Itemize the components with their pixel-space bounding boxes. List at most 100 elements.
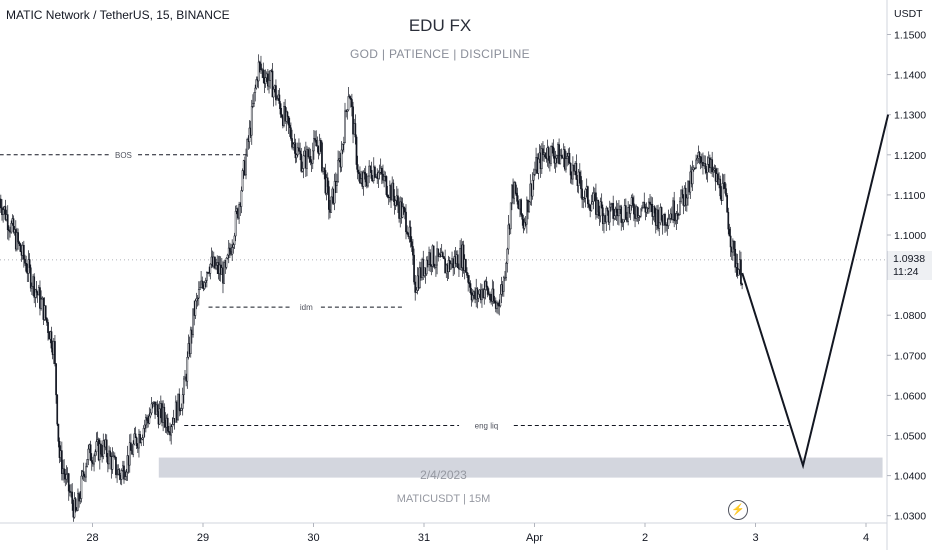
candle-body <box>456 254 459 269</box>
candle-body <box>378 172 381 174</box>
candle-body <box>258 61 261 65</box>
current-price-tag: 1.0938 11:24 <box>887 251 932 280</box>
candle-body <box>633 203 635 215</box>
watermark-subtitle: GOD | PATIENCE | DISCIPLINE <box>350 47 530 61</box>
candle-body <box>392 182 395 197</box>
candle-body <box>620 206 623 223</box>
candle-body <box>201 280 204 286</box>
candle-body <box>287 116 290 126</box>
candle-body <box>555 155 558 159</box>
candle-body <box>645 207 648 213</box>
candle-body <box>383 176 385 181</box>
candle-body <box>462 244 465 271</box>
candle-body <box>82 471 85 476</box>
candle-body <box>737 269 740 276</box>
candle-body <box>414 281 417 293</box>
candle-body <box>597 199 600 213</box>
y-tick-label: 1.1500 <box>894 30 926 42</box>
y-tick-label: 1.1000 <box>894 230 926 242</box>
x-tick-label: 29 <box>197 532 209 544</box>
candle-body <box>245 154 247 176</box>
candle-body <box>578 171 581 177</box>
candle-body <box>639 208 642 217</box>
candle-body <box>229 247 231 252</box>
candle-body <box>552 146 555 157</box>
candle-body <box>28 259 31 269</box>
y-tick-label: 1.0700 <box>894 350 926 362</box>
candle-body <box>260 63 262 70</box>
candle-body <box>497 302 499 306</box>
candle-body <box>349 97 352 100</box>
candle-body <box>158 408 161 425</box>
candle-body <box>409 226 412 242</box>
candle-body <box>326 177 329 187</box>
candle-body <box>17 232 19 243</box>
candle-body <box>560 154 563 157</box>
candle-body <box>723 182 726 189</box>
candle-body <box>226 254 229 259</box>
candle-body <box>111 456 114 470</box>
candle-body <box>704 163 707 170</box>
candle-body <box>255 79 258 89</box>
candle-body <box>275 85 277 101</box>
candle-body <box>624 205 627 218</box>
candle-body <box>606 207 609 212</box>
candle-body <box>721 183 724 201</box>
candle-body <box>254 87 257 94</box>
candle-body <box>143 424 146 429</box>
candle-body <box>733 240 735 250</box>
x-tick-label: 4 <box>863 532 869 544</box>
candle-body <box>622 219 625 223</box>
candle-body <box>139 434 141 444</box>
candle-body <box>47 322 49 333</box>
candle-body <box>467 275 470 283</box>
candle-body <box>29 267 32 289</box>
y-tick-label: 1.0300 <box>894 511 926 523</box>
symbol-label[interactable]: MATIC Network / TetherUS, 15, BINANCE <box>6 8 230 22</box>
candle-body <box>592 192 595 202</box>
candle-body <box>123 465 125 480</box>
candle-body <box>486 286 489 295</box>
candle-body <box>348 96 351 99</box>
candle-body <box>410 241 413 247</box>
candle-body <box>696 157 699 161</box>
candle-body <box>664 213 666 226</box>
candle-body <box>288 124 291 129</box>
candle-body <box>468 282 471 284</box>
candle-body <box>23 244 25 260</box>
candle-body <box>612 203 615 219</box>
candle-body <box>402 206 405 209</box>
candle-body <box>441 252 444 257</box>
candle-body <box>192 308 194 335</box>
candle-body <box>368 165 371 177</box>
candle-body <box>521 214 524 220</box>
candle-body <box>515 192 518 196</box>
candle-body <box>18 241 21 245</box>
candle-body <box>694 167 696 169</box>
candle-body <box>613 215 616 219</box>
candle-body <box>278 94 281 104</box>
candle-body <box>374 166 376 178</box>
candle-body <box>133 433 136 445</box>
candle-body <box>569 162 572 176</box>
candle-body <box>727 211 730 230</box>
lightning-bolt-icon[interactable]: ⚡ <box>728 500 748 520</box>
candle-body <box>668 218 671 220</box>
candle-body <box>31 286 33 289</box>
y-tick-label: 1.0500 <box>894 431 926 443</box>
candle-body <box>559 154 562 165</box>
current-price-value: 1.0938 <box>893 253 926 265</box>
candle-body <box>231 247 234 255</box>
candle-body <box>196 297 199 300</box>
candle-body <box>46 317 48 323</box>
candle-body <box>695 159 697 169</box>
y-tick-label: 1.1300 <box>894 110 926 122</box>
candle-body <box>370 169 373 179</box>
bar-countdown: 11:24 <box>893 266 919 278</box>
candle-body <box>85 466 87 478</box>
candle-body <box>711 159 714 173</box>
candle-body <box>204 280 207 283</box>
candle-body <box>12 218 15 233</box>
candle-body <box>483 289 486 298</box>
